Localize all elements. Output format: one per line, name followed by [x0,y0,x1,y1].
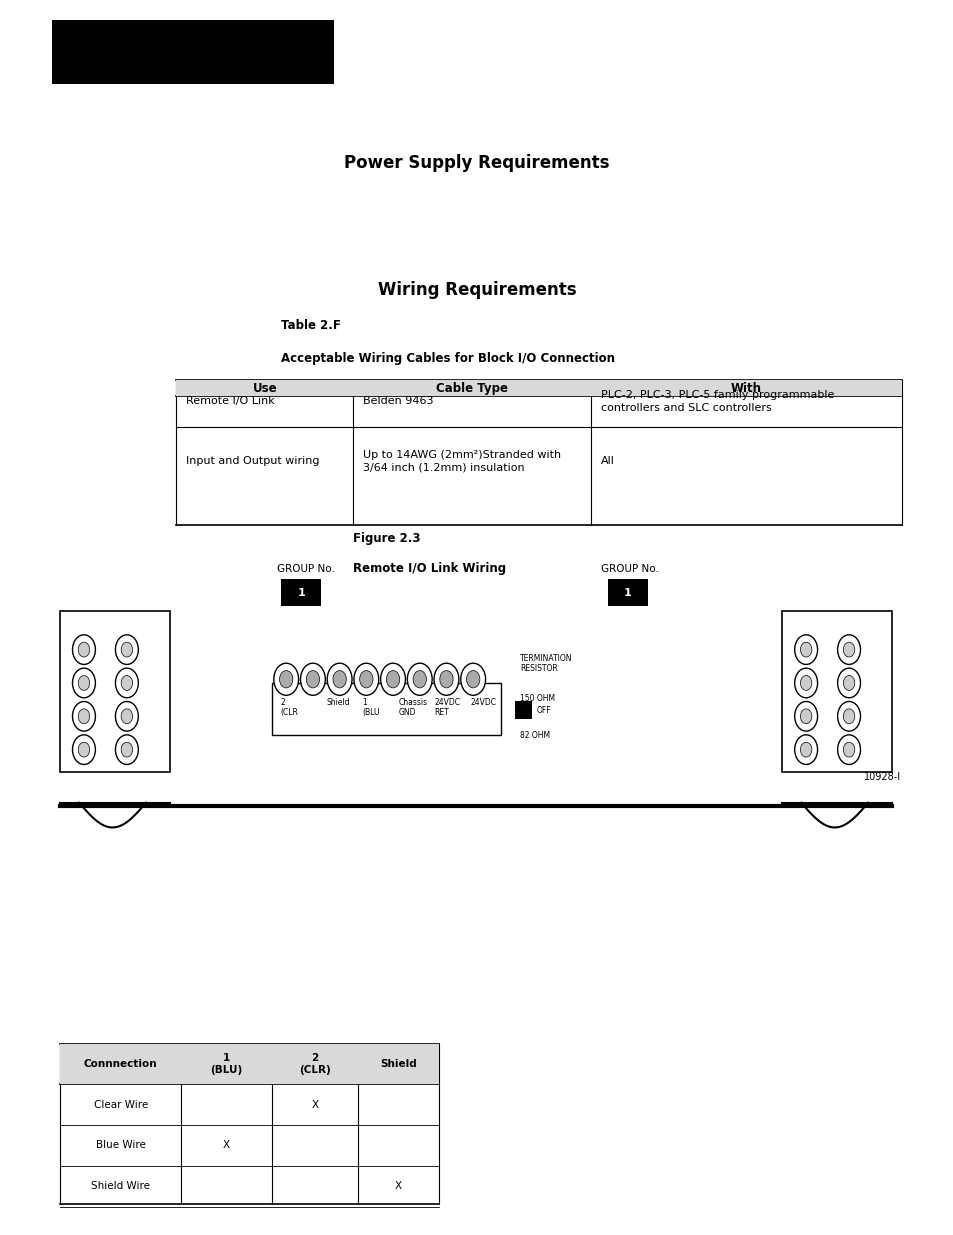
Text: Chapter 2: Chapter 2 [64,37,132,51]
Circle shape [78,676,90,690]
Text: Shield Wire: Shield Wire [91,1181,150,1192]
Circle shape [327,663,352,695]
Text: 82 OHM: 82 OHM [519,731,550,740]
Circle shape [121,676,132,690]
Circle shape [407,663,432,695]
Circle shape [359,671,373,688]
Text: Figure 2.3: Figure 2.3 [353,531,420,545]
Text: Input and Output wiring: Input and Output wiring [186,456,319,467]
Bar [781,611,891,772]
Circle shape [837,735,860,764]
Circle shape [794,668,817,698]
Bar [272,683,500,735]
Circle shape [380,663,405,695]
Text: 24VDC
RET: 24VDC RET [434,698,459,718]
Bar [281,579,321,606]
Text: Acceptable Wiring Cables for Block I/O Connection: Acceptable Wiring Cables for Block I/O C… [281,352,615,366]
Text: Shield: Shield [379,1058,416,1070]
Text: Blue Wire: Blue Wire [95,1140,146,1151]
Circle shape [72,701,95,731]
Text: GROUP No.: GROUP No. [276,564,335,574]
Text: Remote I/O Link: Remote I/O Link [186,396,274,406]
Text: X: X [311,1099,318,1110]
Text: Belden 9463: Belden 9463 [362,396,433,406]
Circle shape [837,635,860,664]
Circle shape [466,671,479,688]
Circle shape [837,668,860,698]
Text: X: X [395,1181,401,1192]
Circle shape [794,701,817,731]
Text: 2
(CLR): 2 (CLR) [298,1053,331,1074]
Bar [607,579,647,606]
Circle shape [78,709,90,724]
Circle shape [837,701,860,731]
Circle shape [794,635,817,664]
Circle shape [78,642,90,657]
Circle shape [800,676,811,690]
Circle shape [115,701,138,731]
Text: OFF: OFF [536,705,550,715]
Circle shape [115,635,138,664]
Circle shape [72,635,95,664]
Circle shape [354,663,378,695]
Circle shape [386,671,399,688]
Text: 1: 1 [297,588,305,598]
Text: 1
(BLU: 1 (BLU [362,698,379,718]
Circle shape [274,663,298,695]
Circle shape [72,668,95,698]
Bar [515,701,532,719]
Text: TERMINATION
RESISTOR: TERMINATION RESISTOR [519,653,572,673]
Circle shape [72,735,95,764]
Circle shape [439,671,453,688]
Circle shape [413,671,426,688]
Text: Table 2.F: Table 2.F [281,319,341,332]
Circle shape [279,671,293,688]
Text: Use: Use [253,382,276,395]
Text: 2
(CLR: 2 (CLR [280,698,298,718]
Bar [176,380,901,396]
Text: Up to 14AWG (2mm²)Stranded with
3/64 inch (1.2mm) insulation: Up to 14AWG (2mm²)Stranded with 3/64 inc… [362,450,560,473]
Text: Cable Type: Cable Type [436,382,508,395]
Circle shape [842,676,854,690]
Circle shape [115,735,138,764]
Circle shape [333,671,346,688]
Circle shape [300,663,325,695]
Circle shape [460,663,485,695]
Text: X: X [223,1140,230,1151]
Circle shape [842,742,854,757]
Text: Shield: Shield [326,698,350,706]
Text: 150 OHM: 150 OHM [519,694,555,703]
Bar [60,1044,438,1084]
Circle shape [800,642,811,657]
Text: Wiring Requirements: Wiring Requirements [377,282,576,299]
Circle shape [121,709,132,724]
Text: Remote I/O Link Wiring: Remote I/O Link Wiring [353,562,506,576]
Text: GROUP No.: GROUP No. [600,564,659,574]
Circle shape [121,642,132,657]
Circle shape [800,709,811,724]
Text: 24VDC: 24VDC [470,698,496,706]
Circle shape [842,709,854,724]
Circle shape [78,742,90,757]
Text: Clear Wire: Clear Wire [93,1099,148,1110]
Text: 1: 1 [623,588,631,598]
Circle shape [842,642,854,657]
Text: All: All [600,456,615,467]
Text: 1
(BLU): 1 (BLU) [211,1053,242,1074]
Text: PLC-2, PLC-3, PLC-5 family programmable
controllers and SLC controllers: PLC-2, PLC-3, PLC-5 family programmable … [600,390,834,412]
Circle shape [115,668,138,698]
Circle shape [794,735,817,764]
Bar [60,611,170,772]
Bar [52,20,334,84]
Text: Chassis
GND: Chassis GND [398,698,428,718]
Text: 10928-I: 10928-I [863,772,901,782]
Circle shape [800,742,811,757]
Circle shape [121,742,132,757]
Text: Connnection: Connnection [84,1058,157,1070]
Text: With: With [730,382,761,395]
Circle shape [434,663,458,695]
Text: Power Supply Requirements: Power Supply Requirements [344,154,609,172]
Text: Installing Block I/O: Installing Block I/O [64,57,180,70]
Circle shape [306,671,319,688]
